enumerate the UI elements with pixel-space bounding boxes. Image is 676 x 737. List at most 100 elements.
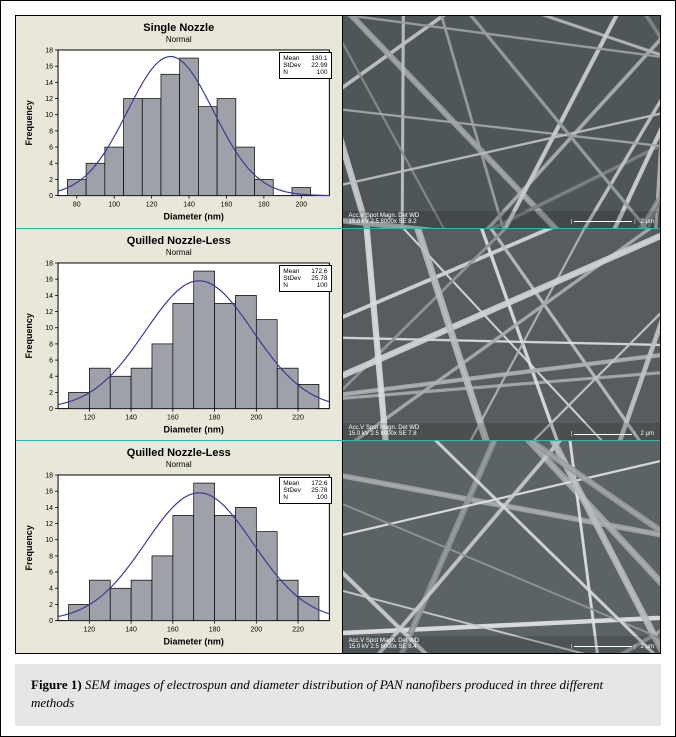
- svg-text:80: 80: [73, 202, 81, 209]
- svg-text:8: 8: [49, 128, 53, 135]
- svg-text:120: 120: [84, 414, 96, 421]
- legend-row: Mean172.6: [283, 480, 327, 487]
- svg-text:0: 0: [49, 406, 53, 413]
- svg-text:100: 100: [108, 202, 120, 209]
- sem-footer: Acc.V Spot Magn. Det WD 15.0 kV 2.5 8000…: [343, 423, 661, 440]
- chart-subtitle: Normal: [20, 248, 338, 257]
- figure-caption: Figure 1) SEM images of electrospun and …: [31, 676, 645, 712]
- scale-label: 2 µm: [641, 431, 654, 437]
- svg-text:10: 10: [45, 325, 53, 332]
- caption-box: Figure 1) SEM images of electrospun and …: [15, 664, 661, 726]
- figure-label: Figure 1): [31, 677, 82, 692]
- legend-row: Mean172.6: [283, 268, 327, 275]
- sem-header-values: 15.0 kV 2.5 8000x SE 7.8: [349, 431, 420, 437]
- sem-header-values: 15.0 kV 2.5 8000x SE 8.2: [349, 219, 420, 225]
- svg-text:Frequency: Frequency: [24, 525, 34, 570]
- svg-text:6: 6: [49, 570, 53, 577]
- chart-titlebar: Quilled Nozzle-Less Normal: [20, 445, 338, 469]
- sem-svg: [343, 441, 661, 653]
- svg-text:140: 140: [125, 414, 137, 421]
- svg-text:120: 120: [146, 202, 158, 209]
- panel-row: Quilled Nozzle-Less Normal 0246810121416…: [16, 229, 660, 442]
- legend-row: N100: [283, 69, 327, 76]
- svg-text:4: 4: [49, 373, 53, 380]
- scale-label: 2 µm: [641, 644, 654, 650]
- histogram-cell: Quilled Nozzle-Less Normal 0246810121416…: [16, 441, 343, 653]
- chart-title: Quilled Nozzle-Less: [20, 447, 338, 459]
- svg-text:180: 180: [258, 202, 270, 209]
- chart-title: Single Nozzle: [20, 22, 338, 34]
- chart-titlebar: Quilled Nozzle-Less Normal: [20, 233, 338, 257]
- svg-text:16: 16: [45, 276, 53, 283]
- svg-text:14: 14: [45, 80, 53, 87]
- svg-text:10: 10: [45, 537, 53, 544]
- chart-subtitle: Normal: [20, 460, 338, 469]
- svg-text:140: 140: [125, 627, 137, 634]
- sem-svg: [343, 16, 661, 228]
- svg-text:160: 160: [221, 202, 233, 209]
- svg-text:220: 220: [292, 414, 304, 421]
- svg-text:Diameter (nm): Diameter (nm): [164, 424, 224, 434]
- svg-text:12: 12: [45, 96, 53, 103]
- svg-text:180: 180: [209, 414, 221, 421]
- svg-text:200: 200: [295, 202, 307, 209]
- stats-legend: Mean172.6StDev25.78N100: [279, 265, 331, 292]
- chart-subtitle: Normal: [20, 35, 338, 44]
- svg-text:200: 200: [251, 627, 263, 634]
- legend-row: StDev25.78: [283, 275, 327, 282]
- svg-text:160: 160: [167, 627, 179, 634]
- svg-text:200: 200: [251, 414, 263, 421]
- chart-area: 024681012141618120140160180200220Diamete…: [20, 469, 338, 649]
- sem-svg: [343, 229, 661, 441]
- svg-text:120: 120: [84, 627, 96, 634]
- figure-container: Single Nozzle Normal 0246810121416188010…: [0, 0, 676, 737]
- svg-text:0: 0: [49, 618, 53, 625]
- histogram-cell: Quilled Nozzle-Less Normal 0246810121416…: [16, 229, 343, 441]
- legend-row: StDev22.99: [283, 62, 327, 69]
- svg-text:Frequency: Frequency: [24, 100, 34, 145]
- stats-legend: Mean130.1StDev22.99N100: [279, 52, 331, 79]
- panel-row: Quilled Nozzle-Less Normal 0246810121416…: [16, 441, 660, 653]
- svg-text:0: 0: [49, 193, 53, 200]
- legend-row: N100: [283, 494, 327, 501]
- svg-text:6: 6: [49, 145, 53, 152]
- svg-text:12: 12: [45, 521, 53, 528]
- figure-caption-body: SEM images of electrospun and diameter d…: [31, 677, 603, 710]
- svg-text:14: 14: [45, 505, 53, 512]
- stats-legend: Mean172.6StDev25.78N100: [279, 477, 331, 504]
- svg-text:18: 18: [45, 473, 53, 480]
- svg-text:160: 160: [167, 414, 179, 421]
- svg-text:18: 18: [45, 260, 53, 267]
- scale-bar: || 2 µm: [571, 219, 654, 225]
- svg-text:12: 12: [45, 309, 53, 316]
- svg-text:2: 2: [49, 177, 53, 184]
- svg-text:10: 10: [45, 112, 53, 119]
- legend-row: N100: [283, 282, 327, 289]
- panel-row: Single Nozzle Normal 0246810121416188010…: [16, 16, 660, 229]
- scale-label: 2 µm: [641, 219, 654, 225]
- svg-text:140: 140: [183, 202, 195, 209]
- chart-title: Quilled Nozzle-Less: [20, 235, 338, 247]
- svg-text:2: 2: [49, 389, 53, 396]
- scale-bar: || 2 µm: [571, 644, 654, 650]
- svg-text:Frequency: Frequency: [24, 313, 34, 358]
- svg-text:4: 4: [49, 586, 53, 593]
- chart-titlebar: Single Nozzle Normal: [20, 20, 338, 44]
- panel-grid: Single Nozzle Normal 0246810121416188010…: [15, 15, 661, 654]
- svg-text:180: 180: [209, 627, 221, 634]
- legend-row: Mean130.1: [283, 55, 327, 62]
- histogram-cell: Single Nozzle Normal 0246810121416188010…: [16, 16, 343, 228]
- legend-row: StDev25.78: [283, 487, 327, 494]
- svg-text:8: 8: [49, 553, 53, 560]
- svg-text:220: 220: [292, 627, 304, 634]
- svg-text:16: 16: [45, 489, 53, 496]
- sem-image-cell: Acc.V Spot Magn. Det WD 15.0 kV 2.5 8000…: [343, 16, 661, 228]
- svg-text:6: 6: [49, 357, 53, 364]
- svg-text:Diameter (nm): Diameter (nm): [164, 212, 224, 222]
- svg-text:4: 4: [49, 161, 53, 168]
- chart-area: 024681012141618120140160180200220Diamete…: [20, 257, 338, 437]
- svg-text:16: 16: [45, 64, 53, 71]
- sem-footer: Acc.V Spot Magn. Det WD 15.0 kV 2.5 8000…: [343, 211, 661, 228]
- sem-footer: Acc.V Spot Magn. Det WD 15.0 kV 2.5 8000…: [343, 636, 661, 653]
- svg-text:Diameter (nm): Diameter (nm): [164, 637, 224, 647]
